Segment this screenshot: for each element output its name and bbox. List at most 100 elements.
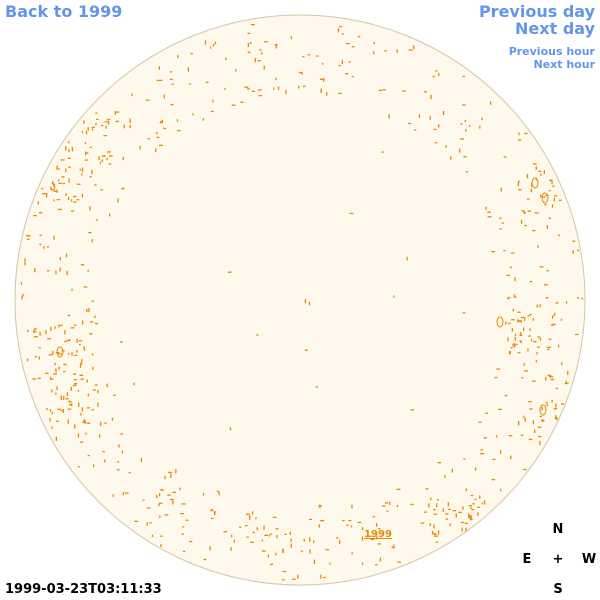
contour-speck (170, 104, 174, 106)
contour-speck (504, 394, 508, 397)
contour-speck (59, 324, 63, 326)
contour-speck (34, 328, 38, 330)
contour-speck (212, 43, 215, 47)
contour-speck (410, 409, 415, 411)
contour-speck (73, 195, 77, 198)
contour-speck (122, 492, 124, 496)
contour-speck (524, 417, 526, 422)
contour-speck (247, 88, 250, 90)
contour-speck (91, 169, 93, 175)
contour-speck (537, 245, 539, 248)
contour-speck (521, 377, 524, 379)
contour-speck (545, 297, 549, 299)
contour-speck (172, 491, 176, 493)
contour-speck (273, 87, 275, 90)
contour-speck (92, 389, 96, 391)
contour-speck (541, 406, 543, 411)
contour-speck (247, 51, 251, 53)
contour-speck (69, 404, 73, 406)
previous-hour-link[interactable]: Previous hour (508, 45, 595, 58)
contour-speck (27, 329, 29, 332)
contour-speck (393, 295, 395, 298)
contour-speck (351, 46, 355, 48)
contour-speck (523, 327, 525, 331)
contour-speck (85, 130, 88, 135)
contour-speck (470, 494, 474, 497)
contour-speck (357, 521, 362, 524)
contour-speck (256, 334, 259, 336)
contour-speck (107, 118, 111, 121)
year-label[interactable]: 1999 (364, 529, 392, 540)
contour-speck (58, 353, 62, 355)
contour-speck (320, 574, 322, 579)
contour-speck (492, 458, 496, 461)
contour-speck (435, 70, 438, 72)
contour-speck (104, 121, 108, 123)
contour-speck (508, 351, 511, 355)
contour-speck (56, 168, 60, 170)
contour-speck (520, 219, 523, 224)
contour-speck (450, 156, 452, 160)
contour-speck (38, 347, 41, 349)
contour-speck (133, 382, 135, 386)
contour-speck (517, 319, 519, 323)
contour-speck (247, 43, 249, 48)
contour-speck (545, 194, 549, 197)
contour-speck (80, 264, 85, 266)
contour-speck (433, 509, 436, 511)
contour-speck (546, 225, 548, 229)
contour-speck (527, 315, 530, 317)
contour-speck (357, 36, 361, 38)
contour-speck (511, 319, 515, 321)
contour-speck (41, 188, 44, 190)
contour-speck (77, 389, 80, 392)
contour-speck (430, 94, 432, 100)
contour-speck (378, 89, 383, 92)
contour-speck (551, 399, 553, 403)
contour-speck (263, 65, 265, 70)
contour-speck (211, 508, 213, 511)
contour-speck (56, 189, 58, 193)
back-to-year-link[interactable]: Back to 1999 (5, 2, 123, 21)
next-hour-link[interactable]: Next hour (533, 58, 596, 71)
contour-speck (561, 403, 565, 405)
contour-speck (121, 450, 124, 454)
contour-speck (83, 120, 85, 124)
contour-speck (329, 562, 331, 565)
contour-speck (285, 89, 287, 94)
contour-loop (496, 316, 504, 328)
contour-speck (192, 113, 194, 116)
contour-speck (433, 128, 437, 131)
contour-speck (507, 297, 511, 299)
contour-speck (472, 503, 475, 505)
contour-speck (67, 408, 72, 410)
contour-speck (378, 528, 381, 530)
contour-speck (507, 297, 509, 300)
contour-speck (526, 173, 529, 179)
contour-speck (494, 376, 498, 379)
contour-speck (225, 57, 227, 60)
contour-speck (527, 348, 529, 352)
contour-speck (74, 424, 76, 429)
contour-speck (425, 488, 429, 490)
contour-speck (462, 104, 466, 106)
contour-speck (465, 527, 467, 532)
contour-speck (297, 574, 299, 579)
previous-day-link[interactable]: Previous day (478, 2, 595, 21)
next-day-link[interactable]: Next day (515, 19, 595, 38)
contour-speck (431, 530, 434, 535)
contour-speck (246, 536, 249, 538)
contour-speck (55, 270, 57, 275)
contour-speck (37, 377, 41, 379)
contour-speck (258, 95, 263, 97)
contour-speck (554, 312, 556, 316)
contour-speck (97, 402, 99, 407)
contour-speck (86, 407, 90, 409)
contour-speck (156, 79, 159, 82)
contour-speck (481, 502, 483, 505)
contour-speck (172, 500, 174, 505)
contour-speck (396, 49, 398, 53)
year-label-link[interactable]: 1999 (364, 529, 392, 540)
contour-speck (86, 379, 88, 383)
contour-speck (94, 315, 96, 318)
